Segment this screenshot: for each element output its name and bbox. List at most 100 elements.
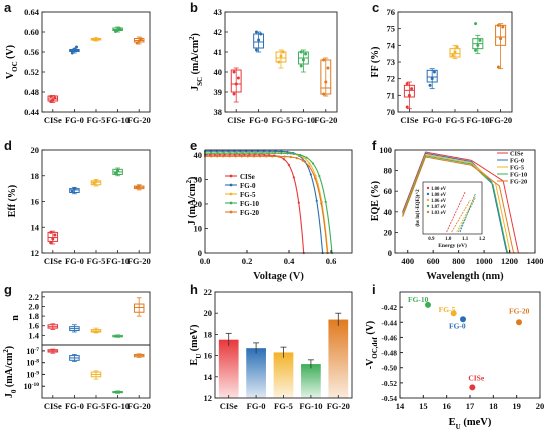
jv-marker [252,155,256,158]
data-point [474,22,478,26]
inset-label: 1.08 eV [431,193,447,198]
scatter-point-FG-10: FG-10 [408,295,431,308]
x-tick-label: FG-20 [128,401,151,411]
data-point [139,37,143,41]
jv-marker [210,155,213,158]
panel-a-y-axis: 0.44 0.48 0.52 0.56 0.60 0.64 [24,7,45,117]
panel-c-y-axis: 70 71 72 73 74 75 76 [387,7,401,117]
inset-x-tick-label: 0.9 [428,237,435,242]
x-tick-label: 1000 [476,256,493,266]
data-point [405,82,409,86]
x-tick-label: FG-20 [327,401,350,411]
x-tick-label: FG-5 [87,115,106,125]
legend-label: FG-0 [240,182,256,190]
box-iqr [47,231,59,242]
data-point [94,179,98,183]
box-FG-0 [69,186,80,195]
x-tick-label: FG-20 [128,115,151,125]
y-axis-title-part: n [10,315,21,321]
inset-line-FG-0 [459,193,476,233]
jv-marker [263,153,266,157]
box-FG-10 [112,390,123,394]
bar-FG-0 [246,342,266,398]
box-FG-10 [297,49,309,73]
jv-marker [233,150,236,153]
data-point [257,38,261,42]
data-point [49,95,53,98]
data-point [53,96,57,100]
y-tick-label: 14 [31,222,40,232]
jv-marker [238,153,241,157]
x-title-part: U [456,423,461,431]
y-tick-label: 0.60 [24,27,39,37]
jv-marker [289,155,292,159]
y-axis-title-part: 2 [2,349,10,353]
y-tick-label: 18 [31,171,40,181]
y-axis-title: EQE (%) [370,181,381,221]
scatter-marker [469,384,476,391]
data-point [499,37,503,41]
panel-e-axes [204,149,353,254]
jv-marker [216,152,219,155]
data-point [234,82,238,86]
box-CISe [47,95,59,103]
jv-marker [210,152,213,155]
data-point [254,30,258,34]
x-tick-label: FG-5 [272,115,291,125]
data-point [324,80,328,84]
jv-marker [223,153,226,157]
tick-base: 10 [24,382,32,391]
x-tick-label: FG-20 [489,115,512,125]
panel-b-x-axis: CISe FG-0 FG-5 FG-10 FG-20 [227,109,337,125]
jv-marker [315,199,318,202]
box-CISe [230,67,242,103]
panel-g-bottom-y-axis: 10-710-810-910-10 [24,347,45,391]
x-tick-label: CISe [400,115,418,125]
inset-x-tick-label: 1.1 [462,237,469,242]
tick-base: 10 [26,370,34,379]
x-tick-label: 1400 [527,256,544,266]
y-tick-label: 20 [194,199,203,209]
data-point [72,187,76,191]
y-tick-label: 1.8 [28,311,39,321]
jv-curve-FG-10 [203,152,334,255]
data-point [51,98,55,102]
box-FG-10 [472,22,484,55]
y-tick-label: 1.4 [28,330,39,340]
x-tick-label: CISe [44,401,62,411]
x-tick-label: FG-10 [106,256,129,266]
scatter-label: CISe [468,373,485,382]
y-tick-label: 74 [387,40,396,50]
legend-marker [229,183,233,187]
panel-i-x-axis: 14 15 16 17 18 19 20 [396,395,544,411]
inset-marker [426,210,430,214]
jv-marker [243,153,246,157]
y-tick-label: 0.64 [24,7,40,17]
y-tick-label: 70 [387,107,396,117]
box-FG-20 [495,23,507,70]
panel-f-axes [394,149,536,254]
data-point [451,53,455,57]
box-FG-10 [112,26,123,33]
data-point [453,50,457,54]
jv-marker [245,150,248,153]
y-tick-label: 40 [194,150,203,160]
panel-letter-e: e [190,138,197,153]
box-iqr [403,84,415,98]
y-axis-title-part: Eff (%) [7,185,18,218]
jv-marker [283,155,286,158]
panel-d-axes [41,149,151,254]
legend-label: FG-5 [240,191,256,199]
data-point [135,41,139,45]
jv-marker [248,153,251,157]
y-tick-label: 76 [387,7,396,17]
x-tick-label: FG-0 [65,115,84,125]
y-axis-title-part: ) [4,346,15,349]
y-tick-label: 10 [194,223,203,233]
y-axis-title: J (mA/cm2) [185,177,198,226]
jv-marker [234,155,237,158]
data-point [304,52,308,56]
scatter-point-CISe: CISe [468,373,485,391]
